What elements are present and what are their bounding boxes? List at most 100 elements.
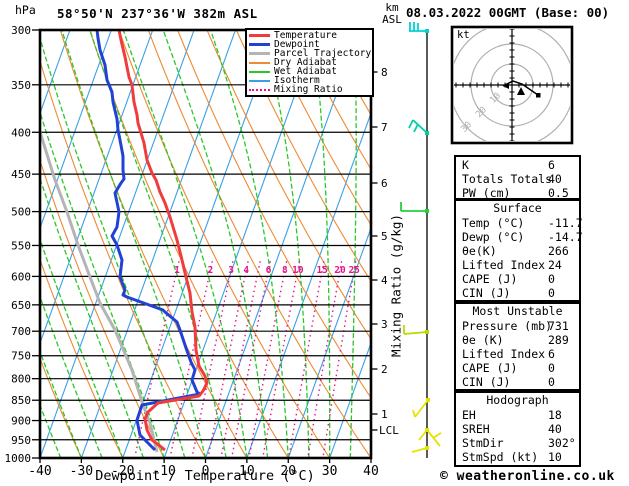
legend-line-sample bbox=[249, 79, 270, 82]
svg-text:6: 6 bbox=[266, 265, 272, 276]
temperature-curve bbox=[117, 30, 209, 452]
pressure-unit-label: hPa bbox=[15, 3, 36, 17]
dewpoint-curve bbox=[95, 30, 202, 452]
legend-item: Temperature bbox=[249, 31, 372, 40]
svg-text:850: 850 bbox=[11, 394, 31, 407]
info-row-value: 10 bbox=[548, 450, 562, 464]
altitude-axis: 8 7 6 5 4 3 2 1 bbox=[371, 66, 388, 421]
info-row-value: -14.7 bbox=[548, 230, 583, 244]
svg-text:1: 1 bbox=[174, 265, 180, 276]
svg-text:10: 10 bbox=[239, 464, 255, 479]
info-row-label: EH bbox=[462, 408, 476, 422]
svg-text:25: 25 bbox=[348, 265, 360, 276]
pressure-axis: 300 350 400 450 500 550 600 650 700 750 800 850 900 9… bbox=[5, 24, 39, 465]
info-row-label: Dewp (°C) bbox=[462, 230, 525, 244]
svg-text:40: 40 bbox=[363, 464, 379, 479]
svg-text:950: 950 bbox=[11, 434, 31, 447]
svg-text:-30: -30 bbox=[70, 464, 93, 479]
info-row-label: CIN (J) bbox=[462, 286, 511, 300]
legend-item-label: Wet Adiabat bbox=[274, 66, 337, 77]
info-row: PW (cm) 0.5 bbox=[456, 186, 579, 200]
legend-box: Temperature Dewpoint Parcel Trajectory Dry … bbox=[245, 28, 374, 97]
svg-text:-20: -20 bbox=[111, 464, 134, 479]
svg-text:800: 800 bbox=[11, 373, 31, 386]
mixing-ratio-axis-label: Mixing Ratio (g/kg) bbox=[388, 214, 404, 357]
info-row: CIN (J) 0 bbox=[456, 375, 579, 389]
isotherm-lines bbox=[40, 30, 371, 458]
info-row-value: 731 bbox=[548, 319, 569, 333]
svg-text:15: 15 bbox=[316, 265, 328, 276]
info-row-value: 289 bbox=[548, 333, 569, 347]
legend-item: Dry Adiabat bbox=[249, 58, 372, 67]
info-row-value: -11.7 bbox=[548, 216, 583, 230]
info-row-value: 24 bbox=[548, 258, 562, 272]
hodograph-stats-box: Hodograph EH 18 SREH 40 StmDir 302° StmSpd (kt)… bbox=[454, 391, 581, 467]
info-row-label: Lifted Index bbox=[462, 258, 546, 272]
info-row-value: 266 bbox=[548, 244, 569, 258]
svg-text:300: 300 bbox=[11, 24, 31, 37]
info-row-label: CAPE (J) bbox=[462, 272, 518, 286]
svg-text:20: 20 bbox=[280, 464, 296, 479]
info-row-label: CIN (J) bbox=[462, 375, 511, 389]
info-row-value: 0 bbox=[548, 361, 555, 375]
info-row-label: θe(K) bbox=[462, 244, 497, 258]
svg-text:10: 10 bbox=[292, 265, 304, 276]
legend-item-label: Mixing Ratio bbox=[274, 84, 343, 95]
info-row: Totals Totals 40 bbox=[456, 172, 579, 186]
svg-text:8: 8 bbox=[282, 265, 288, 276]
svg-text:2: 2 bbox=[381, 363, 388, 376]
legend-item-label: Dry Adiabat bbox=[274, 57, 337, 68]
info-row: Dewp (°C) -14.7 bbox=[456, 230, 583, 244]
info-row: Lifted Index 6 bbox=[456, 347, 579, 361]
info-row: CIN (J) 0 bbox=[456, 286, 579, 300]
info-row-value: 0 bbox=[548, 375, 555, 389]
parcel-trajectory-curve bbox=[40, 131, 159, 453]
svg-text:6: 6 bbox=[381, 177, 388, 190]
svg-text:4: 4 bbox=[381, 274, 388, 287]
wind-barb-node bbox=[425, 446, 429, 450]
hodograph-arrow-marker bbox=[503, 83, 509, 89]
most-unstable-box: Most Unstable Pressure (mb) 731 θe (K) 289 Li… bbox=[454, 302, 581, 391]
legend-item-label: Dewpoint bbox=[274, 39, 320, 50]
info-row-label: Pressure (mb) bbox=[462, 319, 553, 333]
svg-text:600: 600 bbox=[11, 270, 31, 283]
pressure-gridlines bbox=[40, 84, 371, 441]
info-row-value: 40 bbox=[548, 422, 562, 436]
svg-text:8: 8 bbox=[381, 66, 388, 79]
svg-text:5: 5 bbox=[381, 230, 388, 243]
svg-text:700: 700 bbox=[11, 325, 31, 338]
info-row-label: Lifted Index bbox=[462, 347, 546, 361]
wind-barb bbox=[400, 202, 427, 212]
svg-text:750: 750 bbox=[11, 350, 31, 363]
info-row: Lifted Index 24 bbox=[456, 258, 579, 272]
svg-text:1000: 1000 bbox=[5, 452, 32, 465]
legend-item-label: Isotherm bbox=[274, 75, 320, 86]
info-box-title: Hodograph bbox=[486, 393, 549, 407]
info-row: EH 18 bbox=[456, 408, 579, 422]
legend-line-sample bbox=[249, 61, 270, 64]
wind-barb bbox=[408, 119, 428, 134]
legend-item: Isotherm bbox=[249, 76, 372, 85]
svg-text:650: 650 bbox=[11, 299, 31, 312]
wind-barb-node bbox=[425, 131, 429, 135]
wind-barb-node bbox=[425, 330, 429, 334]
indices-box: K 6 Totals Totals 40 PW (cm) 0.5 bbox=[454, 155, 581, 200]
info-box-title: Surface bbox=[493, 201, 542, 215]
svg-text:-10: -10 bbox=[152, 464, 175, 479]
mixing-ratio-lines bbox=[134, 261, 357, 457]
info-row-label: StmDir bbox=[462, 436, 504, 450]
info-row-label: Totals Totals bbox=[462, 172, 553, 186]
wind-barb-node bbox=[425, 209, 429, 213]
wind-barb bbox=[403, 325, 428, 335]
svg-text:1: 1 bbox=[381, 408, 388, 421]
legend-line-sample bbox=[249, 70, 270, 73]
svg-text:2: 2 bbox=[208, 265, 214, 276]
legend-item: Parcel Trajectory bbox=[249, 49, 372, 58]
info-row: StmSpd (kt) 10 bbox=[456, 450, 579, 464]
temperature-axis: -40 -30 -20 -10 0 10 20 30 40 bbox=[28, 458, 379, 479]
wind-barb-node bbox=[425, 428, 429, 432]
sounding-curves bbox=[40, 30, 209, 453]
info-row-label: SREH bbox=[462, 422, 490, 436]
